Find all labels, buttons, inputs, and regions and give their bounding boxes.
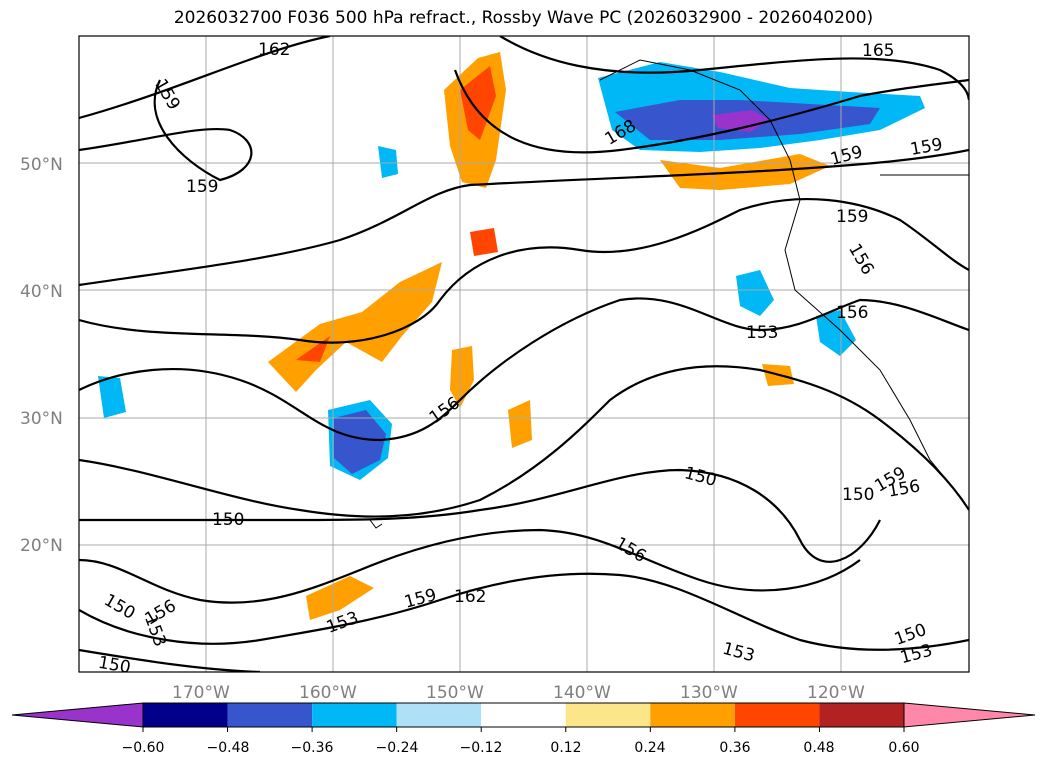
lat-label: 50°N (20, 155, 63, 175)
colorbar-cell (143, 703, 228, 727)
contour-label: 162 (258, 40, 290, 60)
colorbar-tick-label: 0.12 (550, 740, 581, 756)
contour-label: 150 (212, 510, 244, 530)
colorbar-cell (819, 703, 904, 727)
chart-title: 2026032700 F036 500 hPa refract., Rossby… (173, 8, 874, 28)
lat-labels: 50°N 40°N 30°N 20°N (20, 155, 63, 556)
colorbar-cell (565, 703, 651, 727)
blue-small-1 (736, 270, 774, 316)
contour-162 (79, 36, 331, 120)
colorbar-extend-high (903, 702, 1036, 728)
alaska-coast (599, 59, 801, 251)
contour-159-a (79, 79, 253, 182)
orange-small-4 (470, 228, 498, 256)
lon-label: 120°W (807, 683, 865, 703)
red-patch-top (460, 66, 496, 140)
colorbar: −0.60 −0.48 −0.36 −0.24 −0.12 0.12 0.24 … (11, 702, 1036, 756)
purple-core (712, 110, 770, 132)
lon-label: 170°W (172, 683, 230, 703)
us-west-coast (784, 249, 956, 491)
colorbar-labels: −0.60 −0.48 −0.36 −0.24 −0.12 0.12 0.24 … (122, 740, 920, 756)
lat-label: 30°N (20, 409, 63, 429)
blue-small-3 (98, 376, 126, 418)
contour-label: 153 (746, 323, 778, 343)
colorbar-tick-label: 0.60 (888, 740, 919, 756)
height-contours (79, 36, 969, 672)
lat-label: 40°N (20, 282, 63, 302)
lon-labels: 170°W 160°W 150°W 140°W 130°W 120°W (172, 683, 865, 703)
colorbar-cell (481, 703, 566, 727)
orange-small-1 (450, 346, 474, 408)
colorbar-tick-label: 0.36 (719, 740, 750, 756)
contour-150 (79, 468, 881, 563)
blue-small-2 (816, 310, 856, 356)
coastlines (369, 59, 969, 529)
contour-label: 162 (454, 587, 486, 607)
hawaii (369, 519, 383, 529)
map-frame (78, 35, 970, 673)
contour-153-b (79, 648, 261, 672)
colorbar-tick-label: 0.24 (634, 740, 665, 756)
colorbar-cell (312, 703, 397, 727)
orange-low-w (306, 576, 374, 620)
contour-label: 156 (836, 303, 868, 323)
colorbar-extend-low (11, 702, 144, 728)
colorbar-ticks (142, 727, 905, 732)
contour-159-b (79, 148, 969, 287)
contour-156-b (79, 528, 861, 604)
lon-label: 160°W (299, 683, 357, 703)
colorbar-frame (142, 702, 905, 728)
lon-label: 140°W (553, 683, 611, 703)
colorbar-cell (650, 703, 735, 727)
contour-label: 150 (97, 653, 132, 678)
orange-small-2 (508, 400, 532, 448)
lat-label: 20°N (20, 536, 63, 556)
colorbar-tick-label: −0.24 (376, 740, 419, 756)
colorbar-tick-label: −0.36 (291, 740, 334, 756)
contour-159-c (79, 197, 969, 344)
colorbar-tick-label: −0.48 (207, 740, 250, 756)
contour-165 (499, 36, 969, 101)
lon-label: 130°W (680, 683, 738, 703)
colorbar-tick-label: 0.48 (803, 740, 834, 756)
blue-small-4 (378, 146, 398, 178)
colorbar-cell (227, 703, 313, 727)
colorbar-cells (11, 702, 1036, 728)
contour-label: 165 (862, 41, 894, 61)
colorbar-tick-label: −0.12 (460, 740, 503, 756)
contour-label: 150 (842, 485, 874, 505)
lon-label: 150°W (426, 683, 484, 703)
colorbar-tick-label: −0.60 (122, 740, 165, 756)
dark-blue-low (334, 410, 386, 474)
map-area: 162 165 159 168 159 159 159 159 156 156 … (79, 36, 969, 678)
contour-label: 159 (186, 177, 218, 197)
contour-156-a (79, 297, 969, 442)
contour-159-d (79, 572, 969, 651)
contour-label: 159 (836, 207, 868, 227)
colorbar-cell (734, 703, 820, 727)
gridlines (79, 36, 969, 672)
contour-168 (453, 69, 969, 154)
colorbar-cell (396, 703, 482, 727)
contour-153 (79, 365, 969, 518)
